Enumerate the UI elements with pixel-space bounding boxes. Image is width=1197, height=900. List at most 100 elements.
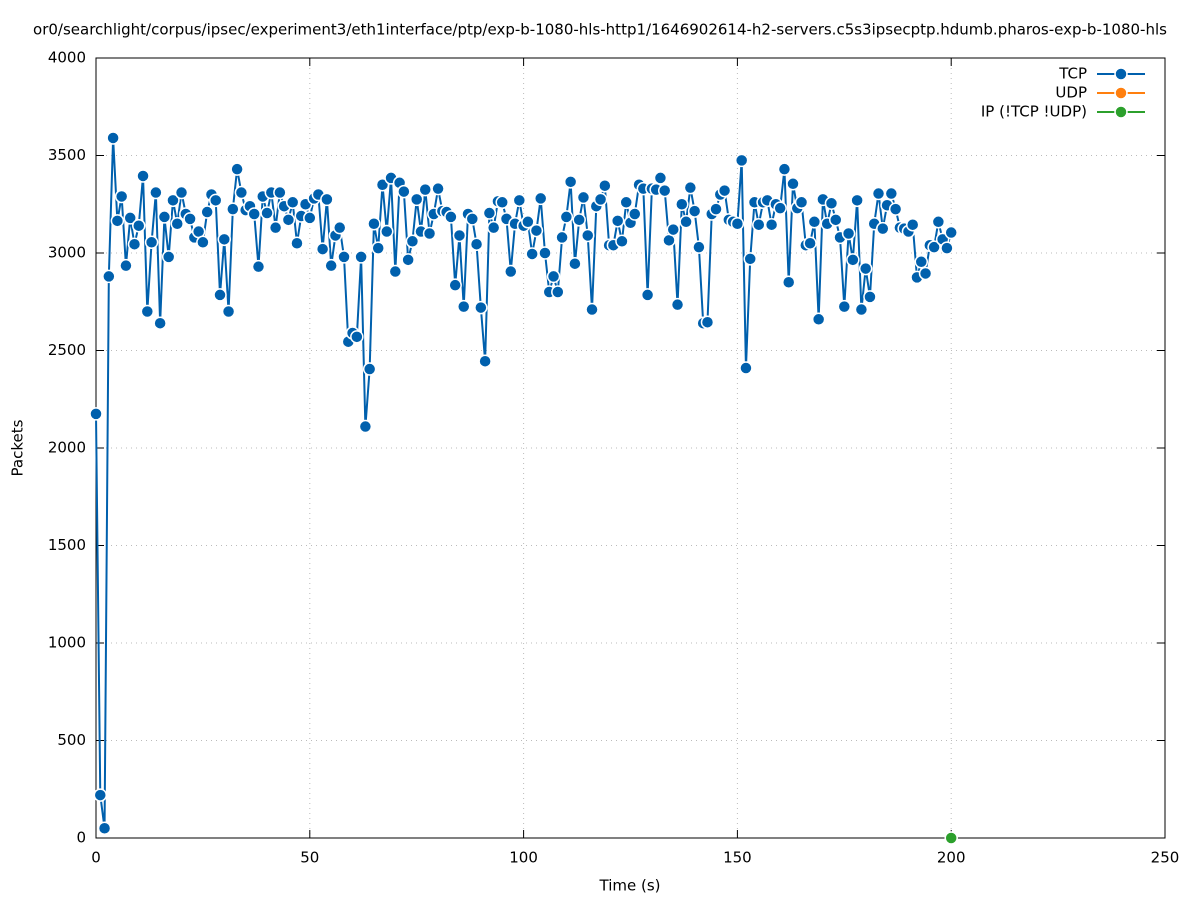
data-point [576, 190, 591, 205]
data-point [444, 210, 458, 224]
data-point [546, 269, 561, 284]
data-point [734, 153, 749, 168]
data-point [422, 226, 437, 241]
data-point [380, 224, 394, 239]
data-point [119, 258, 133, 273]
data-point [551, 285, 565, 299]
data-point [136, 169, 150, 183]
y-tick-label: 3000 [48, 244, 86, 262]
data-point [580, 228, 595, 243]
data-point [174, 185, 189, 200]
data-point [132, 218, 146, 233]
data-point [743, 252, 757, 266]
data-point [324, 258, 338, 273]
data-point [628, 207, 642, 221]
data-point [371, 241, 385, 255]
data-point [944, 831, 958, 845]
data-point [521, 215, 535, 229]
data-point [482, 206, 497, 220]
data-point [405, 234, 420, 249]
data-point [837, 299, 852, 314]
data-point [469, 237, 484, 251]
data-point [683, 180, 698, 195]
data-point [525, 247, 539, 261]
data-point [752, 217, 766, 232]
data-point [273, 185, 287, 200]
data-point [358, 419, 373, 434]
data-point [102, 269, 116, 284]
y-tick-label: 2000 [48, 439, 86, 457]
data-point [529, 223, 544, 238]
data-point [114, 189, 129, 204]
data-point [846, 253, 860, 267]
data-point [777, 162, 792, 176]
data-point [679, 215, 693, 229]
data-point [764, 217, 779, 232]
data-point [183, 212, 197, 226]
data-point [486, 220, 501, 235]
data-point [786, 177, 800, 191]
data-point [89, 407, 103, 421]
data-point [610, 214, 625, 228]
data-point [217, 232, 232, 247]
y-axis-label: Packets [9, 419, 27, 476]
data-point [841, 226, 856, 241]
data-point [619, 195, 633, 210]
legend-marker [1114, 86, 1128, 100]
data-point [200, 205, 214, 219]
data-point [97, 821, 112, 835]
data-point [773, 201, 787, 215]
data-point [431, 181, 445, 196]
data-point [268, 220, 283, 235]
x-tick-label: 0 [91, 849, 101, 867]
x-tick-label: 200 [937, 849, 966, 867]
data-point [811, 312, 826, 327]
data-point [559, 210, 574, 224]
data-point [568, 256, 582, 271]
data-point [692, 240, 706, 254]
data-point [572, 213, 586, 227]
data-point [854, 302, 869, 317]
data-point [730, 217, 745, 231]
chart-title: or0/searchlight/corpus/ipsec/experiment3… [33, 21, 1167, 39]
data-point [927, 240, 941, 254]
data-point [905, 217, 920, 232]
data-point [615, 234, 629, 249]
data-point [666, 222, 681, 237]
data-point [863, 290, 877, 304]
y-tick-label: 1500 [48, 536, 86, 554]
data-point [260, 206, 274, 220]
data-point [208, 193, 223, 208]
data-point [456, 299, 471, 314]
data-point [717, 183, 732, 198]
legend-marker [1114, 67, 1128, 81]
data-point [533, 191, 548, 206]
data-point [504, 264, 518, 279]
data-point [157, 210, 172, 224]
data-point [123, 211, 137, 225]
x-tick-label: 50 [300, 849, 319, 867]
data-point [362, 362, 377, 376]
data-point [888, 202, 903, 216]
data-point [687, 204, 702, 218]
data-point [226, 202, 240, 216]
data-point [538, 246, 552, 260]
data-point [940, 241, 954, 255]
y-tick-label: 500 [57, 731, 86, 749]
legend-label: UDP [1055, 84, 1087, 102]
data-point [350, 330, 364, 344]
data-point [230, 162, 244, 176]
data-point [144, 235, 159, 250]
data-point [161, 250, 176, 264]
data-point [285, 195, 300, 210]
data-point [401, 253, 415, 267]
data-point [474, 300, 488, 315]
data-point [170, 217, 184, 231]
data-point [931, 215, 946, 229]
data-point [196, 235, 210, 250]
data-point [332, 220, 347, 235]
data-point [914, 255, 929, 269]
data-point [944, 225, 958, 240]
data-point [106, 131, 120, 145]
y-tick-label: 4000 [48, 49, 86, 67]
